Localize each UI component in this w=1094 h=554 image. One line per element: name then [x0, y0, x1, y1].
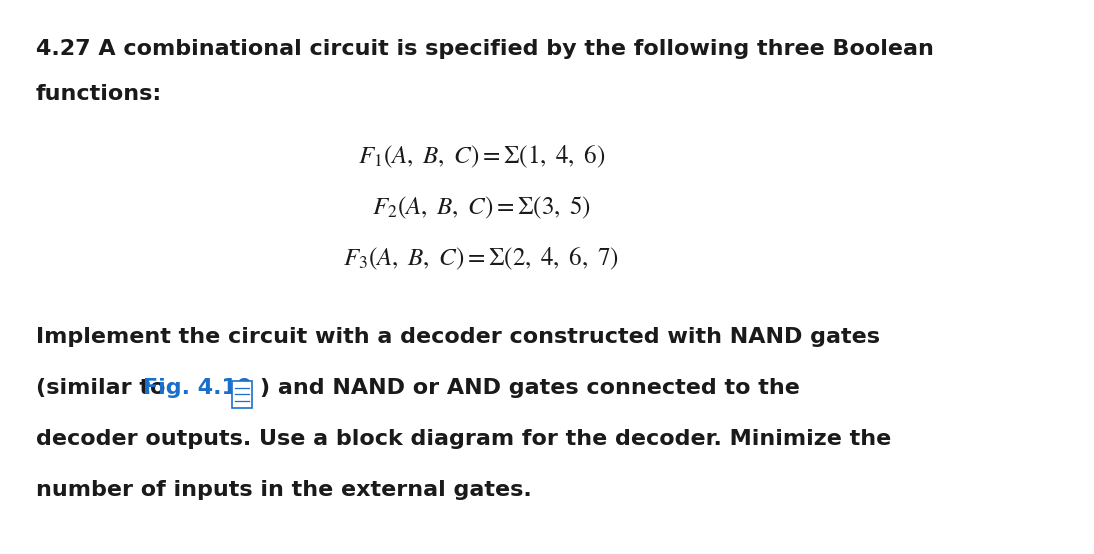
FancyBboxPatch shape — [232, 381, 252, 408]
Text: $F_3(A,\ B,\ C) = \Sigma(2,\ 4,\ 6,\ 7)$: $F_3(A,\ B,\ C) = \Sigma(2,\ 4,\ 6,\ 7)$ — [344, 246, 619, 272]
Text: $F_1(A,\ B,\ C) = \Sigma(1,\ 4,\ 6)$: $F_1(A,\ B,\ C) = \Sigma(1,\ 4,\ 6)$ — [358, 144, 605, 170]
Text: $F_2(A,\ B,\ C) = \Sigma(3,\ 5)$: $F_2(A,\ B,\ C) = \Sigma(3,\ 5)$ — [372, 195, 591, 221]
Text: functions:: functions: — [36, 84, 162, 104]
Text: Implement the circuit with a decoder constructed with NAND gates: Implement the circuit with a decoder con… — [36, 327, 880, 347]
Text: ) and NAND or AND gates connected to the: ) and NAND or AND gates connected to the — [260, 378, 800, 398]
Text: decoder outputs. Use a block diagram for the decoder. Minimize the: decoder outputs. Use a block diagram for… — [36, 429, 892, 449]
Text: (similar to: (similar to — [36, 378, 173, 398]
Text: number of inputs in the external gates.: number of inputs in the external gates. — [36, 480, 532, 500]
Text: 4.27 A combinational circuit is specified by the following three Boolean: 4.27 A combinational circuit is specifie… — [36, 39, 934, 59]
Text: Fig. 4.19: Fig. 4.19 — [143, 378, 253, 398]
